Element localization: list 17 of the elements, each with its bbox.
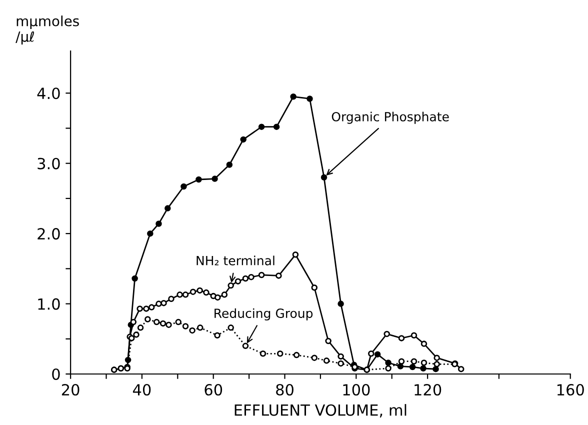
y-tick-label: 1.0 bbox=[38, 298, 60, 310]
x-tick-label: 80 bbox=[276, 384, 294, 396]
y-axis-title: mμmoles /μℓ bbox=[16, 16, 79, 45]
x-tick-label: 20 bbox=[62, 384, 80, 396]
series-label: NH₂ terminal bbox=[196, 256, 274, 266]
x-tick-label: 160 bbox=[557, 384, 584, 396]
x-tick-label: 120 bbox=[414, 384, 442, 396]
y-tick-label: 4.0 bbox=[37, 88, 60, 100]
series-label: Reducing Group bbox=[214, 308, 313, 320]
x-tick-label: 60 bbox=[204, 384, 222, 396]
y-tick-label: 0 bbox=[52, 368, 60, 380]
y-tick-label: 2.0 bbox=[38, 228, 60, 240]
series-label: Organic Phosphate bbox=[332, 112, 449, 124]
x-tick-label: 100 bbox=[343, 384, 370, 396]
x-tick-label: 40 bbox=[132, 384, 151, 396]
x-axis-title: EFFLUENT VOLUME, ml bbox=[234, 404, 406, 418]
y-tick-label: 3.0 bbox=[38, 158, 60, 170]
